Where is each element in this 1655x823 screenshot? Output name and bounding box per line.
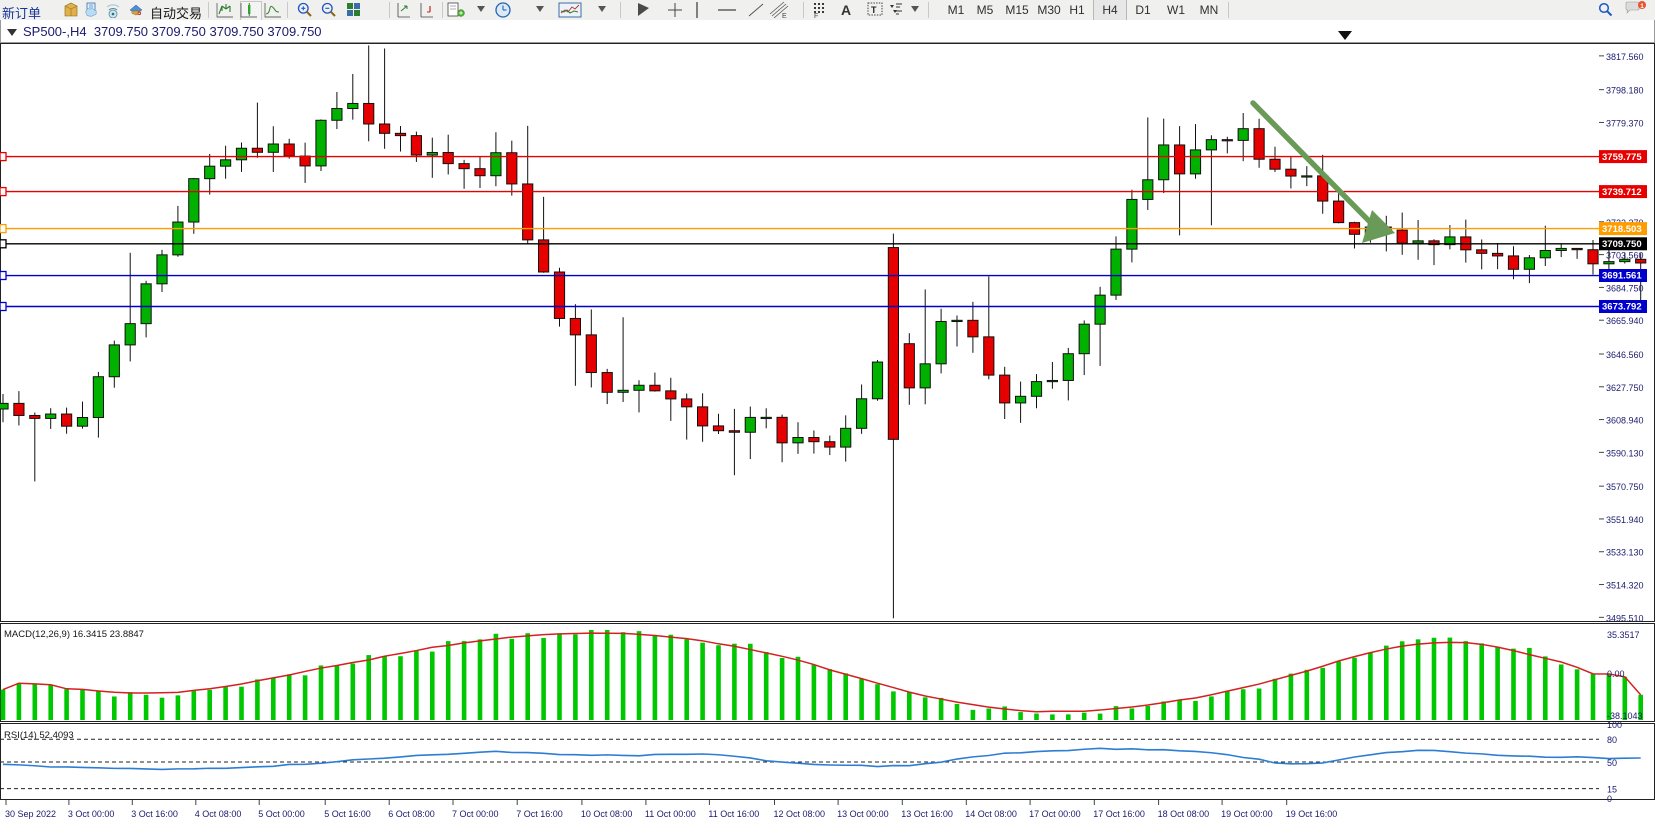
svg-text:3646.560: 3646.560	[1606, 350, 1644, 360]
svg-text:3514.320: 3514.320	[1606, 581, 1644, 591]
svg-text:4 Oct 08:00: 4 Oct 08:00	[195, 809, 242, 819]
svg-text:19 Oct 16:00: 19 Oct 16:00	[1286, 809, 1338, 819]
svg-text:17 Oct 16:00: 17 Oct 16:00	[1093, 809, 1145, 819]
svg-text:14 Oct 08:00: 14 Oct 08:00	[965, 809, 1017, 819]
svg-text:13 Oct 16:00: 13 Oct 16:00	[901, 809, 953, 819]
svg-text:E: E	[782, 13, 787, 18]
svg-text:-38.1043: -38.1043	[1607, 711, 1643, 721]
svg-text:3760.370: 3760.370	[1606, 152, 1644, 162]
svg-text:3684.750: 3684.750	[1606, 283, 1644, 293]
svg-text:3718.503: 3718.503	[1602, 224, 1642, 235]
svg-text:7 Oct 00:00: 7 Oct 00:00	[452, 809, 499, 819]
svg-text:18 Oct 08:00: 18 Oct 08:00	[1158, 809, 1210, 819]
svg-text:12 Oct 08:00: 12 Oct 08:00	[774, 809, 826, 819]
svg-text:3779.370: 3779.370	[1606, 118, 1644, 128]
svg-text:3741.370: 3741.370	[1606, 185, 1644, 195]
svg-text:F: F	[814, 13, 818, 18]
svg-text:3570.750: 3570.750	[1606, 482, 1644, 492]
svg-text:7 Oct 16:00: 7 Oct 16:00	[516, 809, 563, 819]
svg-text:13 Oct 00:00: 13 Oct 00:00	[837, 809, 889, 819]
svg-text:3739.712: 3739.712	[1602, 187, 1642, 198]
svg-text:10 Oct 08:00: 10 Oct 08:00	[581, 809, 633, 819]
svg-text:35.3517: 35.3517	[1607, 630, 1640, 640]
svg-text:3 Oct 00:00: 3 Oct 00:00	[68, 809, 115, 819]
svg-text:30 Sep 2022: 30 Sep 2022	[5, 809, 56, 819]
svg-text:3665.940: 3665.940	[1606, 316, 1644, 326]
svg-text:1: 1	[1640, 3, 1644, 10]
svg-text:3798.180: 3798.180	[1606, 86, 1644, 96]
svg-text:3551.940: 3551.940	[1606, 515, 1644, 525]
svg-text:17 Oct 00:00: 17 Oct 00:00	[1029, 809, 1081, 819]
svg-text:3533.130: 3533.130	[1606, 548, 1644, 558]
svg-text:80: 80	[1607, 735, 1617, 745]
svg-text:3673.792: 3673.792	[1602, 302, 1642, 313]
svg-text:3703.560: 3703.560	[1606, 251, 1644, 261]
svg-text:3817.560: 3817.560	[1606, 52, 1644, 62]
svg-text:3691.561: 3691.561	[1602, 271, 1642, 282]
svg-text:3709.750: 3709.750	[1602, 239, 1642, 250]
svg-text:5 Oct 16:00: 5 Oct 16:00	[324, 809, 371, 819]
svg-text:50: 50	[1607, 758, 1617, 768]
svg-text:0: 0	[1607, 794, 1612, 804]
svg-text:11 Oct 16:00: 11 Oct 16:00	[708, 809, 759, 819]
svg-text:3590.130: 3590.130	[1606, 448, 1644, 458]
svg-text:0.00: 0.00	[1607, 669, 1625, 679]
svg-text:3759.775: 3759.775	[1602, 152, 1642, 163]
svg-text:3722.370: 3722.370	[1606, 218, 1644, 228]
svg-text:3627.750: 3627.750	[1606, 383, 1644, 393]
svg-text:3495.510: 3495.510	[1606, 613, 1644, 623]
svg-text:5 Oct 00:00: 5 Oct 00:00	[258, 809, 305, 819]
svg-text:3608.940: 3608.940	[1606, 416, 1644, 426]
svg-text:15: 15	[1607, 785, 1617, 795]
svg-text:RSI(14) 52.4093: RSI(14) 52.4093	[4, 730, 74, 741]
svg-text:MACD(12,26,9) 16.3415 23.8847: MACD(12,26,9) 16.3415 23.8847	[4, 629, 144, 640]
svg-text:19 Oct 00:00: 19 Oct 00:00	[1221, 809, 1273, 819]
svg-text:11 Oct 00:00: 11 Oct 00:00	[645, 809, 696, 819]
svg-text:T: T	[871, 5, 877, 15]
svg-text:6 Oct 08:00: 6 Oct 08:00	[388, 809, 435, 819]
svg-text:100: 100	[1607, 720, 1622, 730]
svg-text:3 Oct 16:00: 3 Oct 16:00	[131, 809, 178, 819]
